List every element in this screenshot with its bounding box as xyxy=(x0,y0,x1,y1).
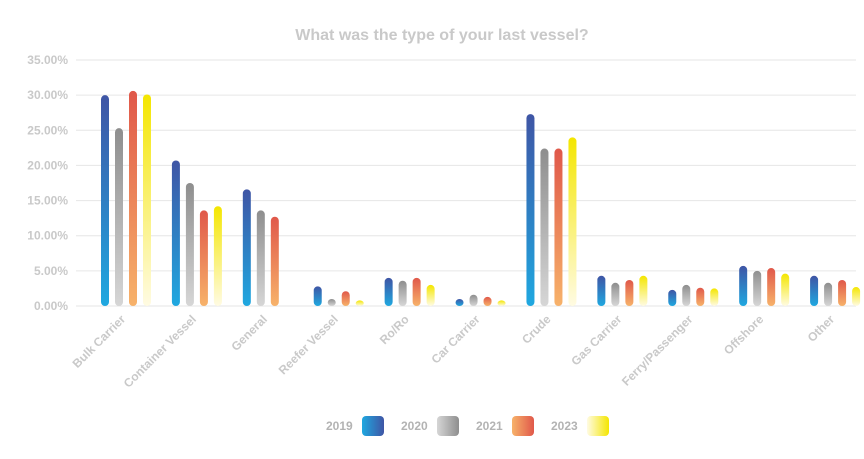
bar xyxy=(639,275,648,306)
bar xyxy=(171,160,180,306)
x-category-label: Offshore xyxy=(721,312,766,357)
x-category-label: Ferry/Passenger xyxy=(619,312,696,389)
y-tick-label: 10.00% xyxy=(27,229,68,243)
bar xyxy=(313,286,322,306)
legend-label: 2019 xyxy=(326,419,353,433)
bar xyxy=(568,137,577,306)
x-category-label: Other xyxy=(805,312,838,345)
y-tick-label: 5.00% xyxy=(34,264,68,278)
x-category-label: General xyxy=(228,312,270,354)
bar xyxy=(554,148,563,306)
bar xyxy=(710,288,719,306)
bar xyxy=(469,294,478,306)
legend-swatch xyxy=(437,416,459,436)
bar xyxy=(682,284,691,306)
legend-item: 2023 xyxy=(551,416,609,436)
legend-item: 2021 xyxy=(476,416,534,436)
x-category-label: Ro/Ro xyxy=(377,312,412,347)
bar-group xyxy=(171,160,222,306)
bar-group xyxy=(313,286,364,306)
bar xyxy=(101,95,109,307)
bars xyxy=(101,90,861,307)
bar xyxy=(242,189,251,306)
y-tick-label: 0.00% xyxy=(34,299,68,313)
bar xyxy=(327,298,336,306)
bar xyxy=(625,279,634,306)
bar xyxy=(398,280,407,306)
bar xyxy=(540,148,549,306)
x-category-label: Crude xyxy=(519,312,554,347)
y-tick-label: 35.00% xyxy=(27,53,68,67)
bar xyxy=(384,277,393,306)
bar xyxy=(412,277,421,306)
bar xyxy=(213,206,222,306)
y-tick-label: 20.00% xyxy=(27,158,68,172)
bar xyxy=(739,265,748,306)
legend-label: 2021 xyxy=(476,419,503,433)
legend-swatch xyxy=(512,416,534,436)
bar xyxy=(753,270,762,306)
bar-group xyxy=(455,294,506,306)
bar xyxy=(597,275,606,306)
legend-label: 2020 xyxy=(401,419,428,433)
bar-group xyxy=(526,114,577,307)
bar-group xyxy=(597,275,648,306)
legend: 2019 2020 2021 2023 xyxy=(326,416,609,436)
bar xyxy=(270,216,279,306)
bar xyxy=(781,273,790,306)
bar-group xyxy=(101,90,151,307)
bar xyxy=(852,287,861,306)
bar xyxy=(497,300,506,306)
bar xyxy=(143,94,151,306)
bar xyxy=(824,282,833,306)
y-tick-label: 15.00% xyxy=(27,194,68,208)
bar xyxy=(668,289,677,306)
bar xyxy=(611,282,620,306)
bar xyxy=(115,128,123,306)
bar xyxy=(767,268,776,306)
legend-swatch xyxy=(362,416,384,436)
bar xyxy=(341,291,350,306)
x-category-label: Bulk Carrier xyxy=(70,312,129,371)
bar xyxy=(199,210,208,306)
bar-group xyxy=(668,284,719,306)
bar xyxy=(696,287,705,306)
bar-group xyxy=(739,265,790,306)
x-category-label: Container Vessel xyxy=(121,312,199,390)
legend-label: 2023 xyxy=(551,419,578,433)
bar xyxy=(526,114,535,307)
bar xyxy=(256,210,265,306)
x-category-label: Gas Carrier xyxy=(568,312,624,368)
bar-group xyxy=(242,189,279,306)
bar xyxy=(129,90,137,306)
y-tick-label: 25.00% xyxy=(27,123,68,137)
bar xyxy=(810,275,819,306)
y-axis-ticks: 0.00% 5.00% 10.00% 15.00% 20.00% 25.00% 30.00%… xyxy=(27,53,68,313)
bar xyxy=(483,296,492,306)
bar xyxy=(426,284,435,306)
legend-item: 2020 xyxy=(401,416,459,436)
legend-swatch xyxy=(587,416,609,436)
bar xyxy=(838,279,847,306)
x-category-label: Reefer Vessel xyxy=(276,312,341,377)
x-category-label: Car Carrier xyxy=(428,312,482,366)
legend-item: 2019 xyxy=(326,416,384,436)
bar xyxy=(355,300,364,306)
bar-group xyxy=(810,275,861,306)
bar-group xyxy=(384,277,435,306)
chart-title: What was the type of your last vessel? xyxy=(295,27,588,44)
bar xyxy=(185,183,194,306)
bar xyxy=(455,298,464,306)
y-tick-label: 30.00% xyxy=(27,88,68,102)
